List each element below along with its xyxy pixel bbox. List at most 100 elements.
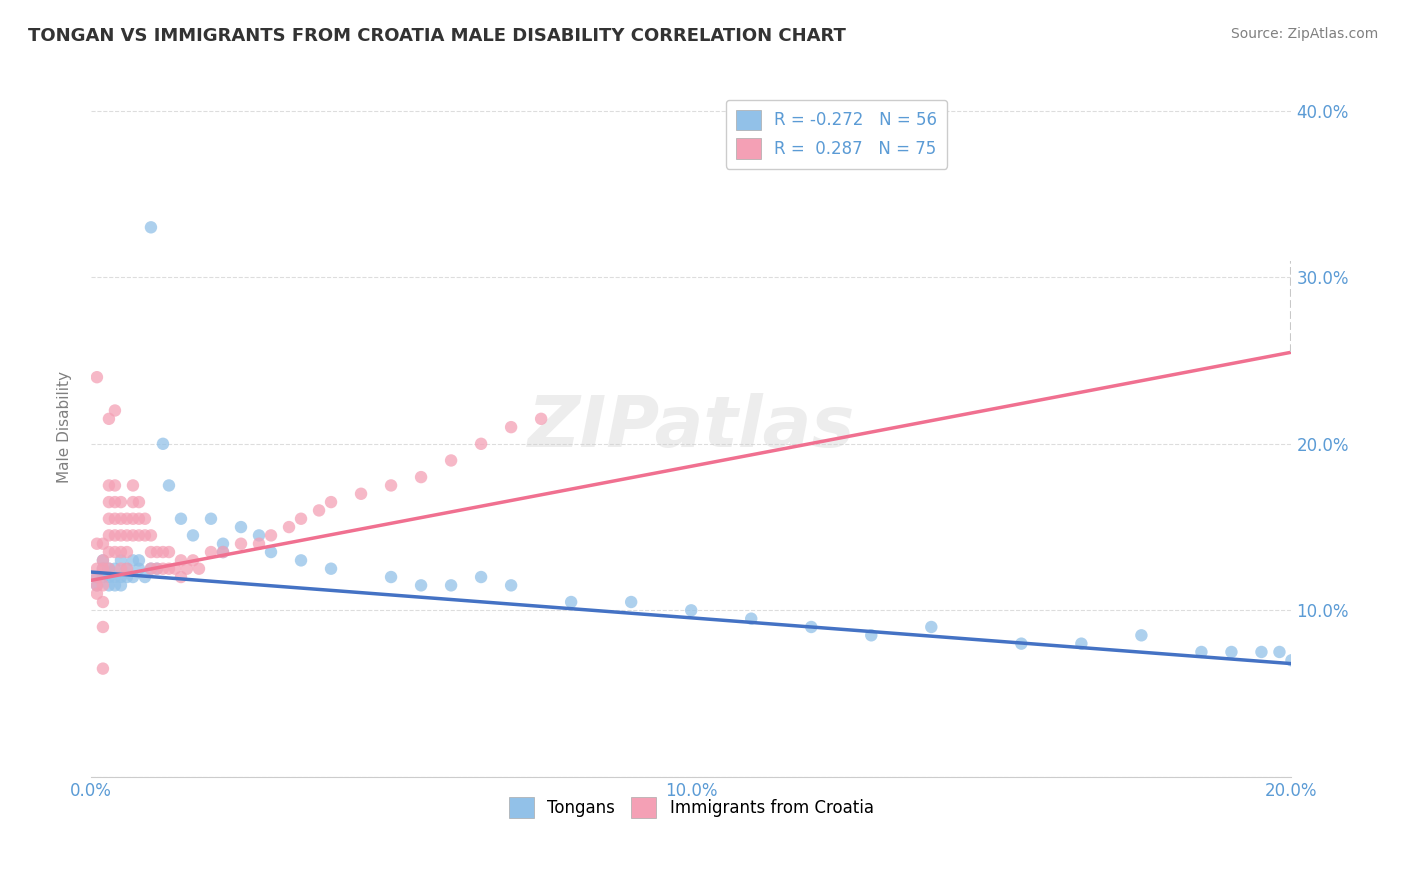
Point [86, 570, 108, 584]
Point [170, 553, 193, 567]
Point [181, 553, 204, 567]
Point [97, 570, 120, 584]
Point [380, 570, 402, 584]
Point [152, 545, 174, 559]
Point [1010, 637, 1032, 651]
Point [104, 528, 127, 542]
Point [86, 578, 108, 592]
Point [1250, 645, 1272, 659]
Point [97, 495, 120, 509]
Point [440, 578, 463, 592]
Point [176, 562, 198, 576]
Point [139, 562, 162, 576]
Point [139, 545, 162, 559]
Point [128, 495, 150, 509]
Point [470, 437, 492, 451]
Point [86, 578, 108, 592]
Point [1070, 637, 1092, 651]
Point [122, 553, 145, 567]
Point [146, 562, 169, 576]
Point [350, 487, 373, 501]
Point [86, 587, 108, 601]
Point [920, 620, 942, 634]
Point [530, 412, 553, 426]
Point [115, 562, 138, 576]
Point [86, 537, 108, 551]
Point [115, 528, 138, 542]
Point [181, 528, 204, 542]
Point [104, 545, 127, 559]
Point [91, 553, 114, 567]
Point [97, 528, 120, 542]
Point [128, 553, 150, 567]
Point [229, 537, 252, 551]
Point [200, 545, 222, 559]
Point [91, 553, 114, 567]
Point [91, 578, 114, 592]
Point [134, 528, 156, 542]
Point [91, 620, 114, 634]
Point [110, 570, 132, 584]
Point [247, 528, 270, 542]
Point [128, 562, 150, 576]
Text: Source: ZipAtlas.com: Source: ZipAtlas.com [1230, 27, 1378, 41]
Point [860, 628, 883, 642]
Point [163, 562, 186, 576]
Point [152, 437, 174, 451]
Point [188, 562, 211, 576]
Point [139, 528, 162, 542]
Point [146, 562, 169, 576]
Point [157, 478, 180, 492]
Point [1268, 645, 1291, 659]
Point [152, 562, 174, 576]
Point [110, 578, 132, 592]
Point [115, 570, 138, 584]
Point [560, 595, 582, 609]
Point [91, 662, 114, 676]
Point [170, 512, 193, 526]
Point [97, 512, 120, 526]
Point [308, 503, 330, 517]
Point [170, 570, 193, 584]
Point [319, 562, 342, 576]
Point [110, 495, 132, 509]
Point [104, 495, 127, 509]
Point [229, 520, 252, 534]
Point [157, 545, 180, 559]
Point [122, 570, 145, 584]
Point [104, 478, 127, 492]
Point [1189, 645, 1212, 659]
Point [440, 453, 463, 467]
Point [139, 562, 162, 576]
Point [409, 470, 432, 484]
Point [128, 512, 150, 526]
Point [681, 603, 703, 617]
Text: TONGAN VS IMMIGRANTS FROM CROATIA MALE DISABILITY CORRELATION CHART: TONGAN VS IMMIGRANTS FROM CROATIA MALE D… [28, 27, 846, 45]
Point [501, 578, 523, 592]
Legend: Tongans, Immigrants from Croatia: Tongans, Immigrants from Croatia [502, 791, 880, 824]
Point [97, 545, 120, 559]
Point [122, 528, 145, 542]
Point [134, 570, 156, 584]
Point [91, 570, 114, 584]
Point [115, 512, 138, 526]
Point [620, 595, 643, 609]
Point [91, 562, 114, 576]
Point [800, 620, 823, 634]
Y-axis label: Male Disability: Male Disability [58, 371, 72, 483]
Point [212, 545, 235, 559]
Point [104, 562, 127, 576]
Point [110, 562, 132, 576]
Point [97, 562, 120, 576]
Point [740, 612, 762, 626]
Point [115, 562, 138, 576]
Point [290, 512, 312, 526]
Point [122, 495, 145, 509]
Point [104, 570, 127, 584]
Point [128, 528, 150, 542]
Point [91, 537, 114, 551]
Point [290, 553, 312, 567]
Point [501, 420, 523, 434]
Point [97, 478, 120, 492]
Point [200, 512, 222, 526]
